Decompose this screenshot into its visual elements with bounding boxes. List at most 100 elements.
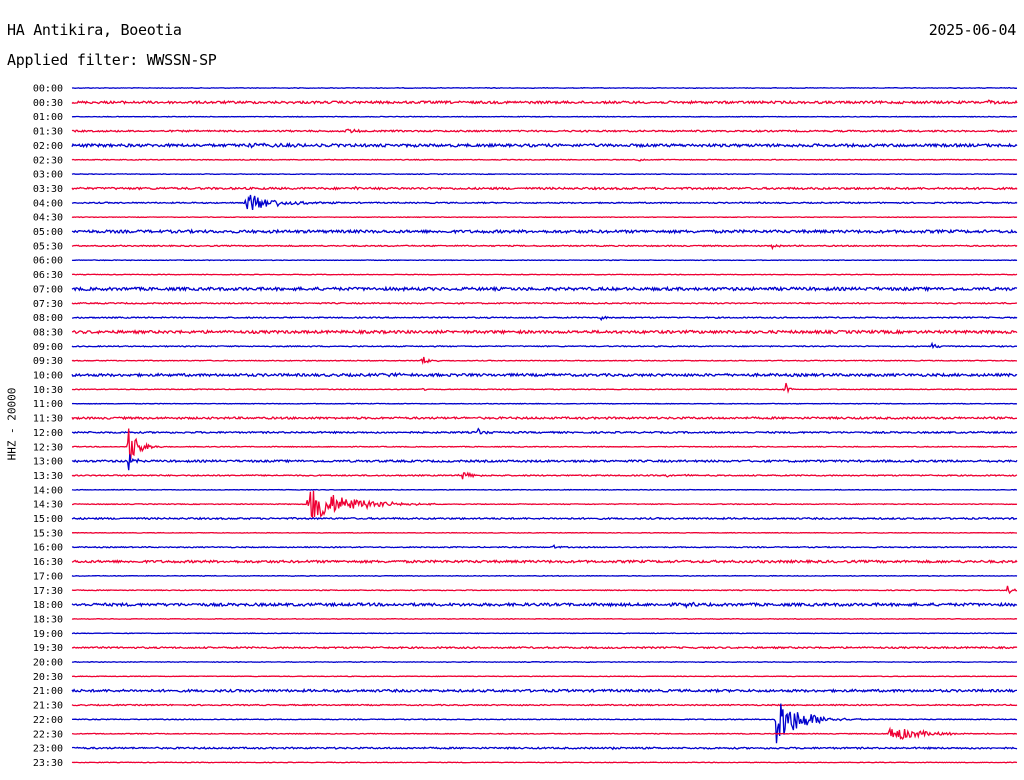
- time-tick-label: 20:00: [33, 658, 63, 669]
- trace-line: [71, 228, 1018, 235]
- trace-line: [71, 601, 1018, 609]
- trace-line: [71, 315, 1018, 322]
- trace-line: [71, 128, 1018, 134]
- time-tick-label: 00:00: [33, 84, 63, 95]
- trace-line: [71, 173, 1018, 176]
- trace-line: [71, 328, 1018, 335]
- time-tick-label: 12:30: [33, 442, 63, 453]
- trace-line: [71, 617, 1018, 620]
- trace-line: [71, 645, 1018, 650]
- time-tick-label: 20:30: [33, 672, 63, 683]
- date-label: 2025-06-04: [928, 21, 1017, 39]
- trace-line: [71, 341, 1018, 350]
- trace-line: [71, 660, 1018, 664]
- time-tick-label: 16:30: [33, 557, 63, 568]
- time-tick-label: 03:30: [33, 184, 63, 195]
- trace-line: [71, 632, 1018, 635]
- station-title: HA Antikira, Boeotia: [7, 21, 182, 39]
- time-tick-label: 01:30: [33, 127, 63, 138]
- trace-line: [71, 371, 1018, 378]
- trace-line: [71, 703, 1018, 707]
- trace-line: [71, 675, 1018, 678]
- trace-line: [71, 471, 1018, 480]
- time-tick-label: 19:00: [33, 629, 63, 640]
- time-tick-label: 18:00: [33, 600, 63, 611]
- time-tick-label: 21:00: [33, 686, 63, 697]
- time-tick-label: 04:30: [33, 213, 63, 224]
- time-tick-label: 11:30: [33, 414, 63, 425]
- trace-line: [71, 427, 1018, 435]
- time-tick-label: 06:30: [33, 270, 63, 281]
- trace-line: [71, 761, 1018, 764]
- time-tick-label: 22:00: [33, 715, 63, 726]
- trace-line: [71, 86, 1018, 90]
- time-tick-label: 17:00: [33, 571, 63, 582]
- trace-line: [71, 585, 1018, 595]
- time-tick-label: 01:00: [33, 112, 63, 123]
- trace-line: [71, 356, 1017, 365]
- trace-line: [71, 574, 1018, 577]
- time-tick-label: 03:00: [33, 170, 63, 181]
- time-tick-label: 05:30: [33, 241, 63, 252]
- time-tick-label: 15:00: [33, 514, 63, 525]
- trace-line: [71, 185, 1018, 191]
- time-tick-label: 13:30: [33, 471, 63, 482]
- trace-line: [71, 687, 1017, 694]
- time-tick-label: 11:00: [33, 399, 63, 410]
- trace-line: [71, 415, 1017, 421]
- trace-line: [71, 544, 1018, 549]
- time-tick-label: 07:30: [33, 299, 63, 310]
- trace-line: [71, 158, 1018, 162]
- trace-line: [71, 301, 1018, 305]
- trace-line: [71, 746, 1018, 751]
- trace-line: [72, 490, 1018, 519]
- time-tick-label: 02:00: [33, 141, 63, 152]
- trace-line: [71, 273, 1018, 276]
- trace-line: [71, 382, 1018, 394]
- time-tick-label: 09:30: [33, 356, 63, 367]
- time-tick-label: 07:00: [33, 284, 63, 295]
- trace-line: [71, 454, 1018, 471]
- trace-line: [71, 516, 1018, 521]
- time-tick-label: 08:30: [33, 327, 63, 338]
- trace-line: [71, 703, 1018, 744]
- trace-line: [71, 428, 1018, 460]
- time-tick-label: 00:30: [33, 98, 63, 109]
- time-tick-label: 18:30: [33, 614, 63, 625]
- trace-line: [71, 243, 1018, 251]
- trace-line: [71, 285, 1018, 293]
- time-tick-label: 13:00: [33, 457, 63, 468]
- trace-line: [71, 99, 1018, 105]
- filter-label: Applied filter: WWSSN-SP: [7, 51, 217, 69]
- time-tick-label: 15:30: [33, 528, 63, 539]
- trace-line: [71, 726, 1017, 741]
- time-tick-label: 10:00: [33, 371, 63, 382]
- time-tick-label: 19:30: [33, 643, 63, 654]
- trace-line: [71, 558, 1018, 565]
- time-tick-label: 04:00: [33, 198, 63, 209]
- time-tick-label: 05:00: [33, 227, 63, 238]
- time-tick-label: 23:00: [33, 744, 63, 755]
- time-tick-label: 17:30: [33, 586, 63, 597]
- time-tick-label: 06:00: [33, 256, 63, 267]
- trace-line: [71, 531, 1017, 534]
- time-tick-label: 14:30: [33, 500, 63, 511]
- time-tick-label: 22:30: [33, 729, 63, 740]
- time-tick-label: 14:00: [33, 485, 63, 496]
- trace-line: [71, 488, 1017, 491]
- time-tick-label: 10:30: [33, 385, 63, 396]
- trace-line: [71, 216, 1018, 219]
- trace-line: [71, 259, 1018, 262]
- time-tick-label: 16:00: [33, 543, 63, 554]
- trace-line: [71, 142, 1018, 149]
- time-tick-label: 21:30: [33, 701, 63, 712]
- trace-line: [71, 115, 1017, 118]
- time-tick-label: 09:00: [33, 342, 63, 353]
- time-tick-label: 23:30: [33, 758, 63, 769]
- trace-line: [71, 402, 1018, 405]
- time-tick-label: 02:30: [33, 155, 63, 166]
- time-tick-label: 08:00: [33, 313, 63, 324]
- trace-line: [71, 194, 1018, 211]
- time-tick-label: 12:00: [33, 428, 63, 439]
